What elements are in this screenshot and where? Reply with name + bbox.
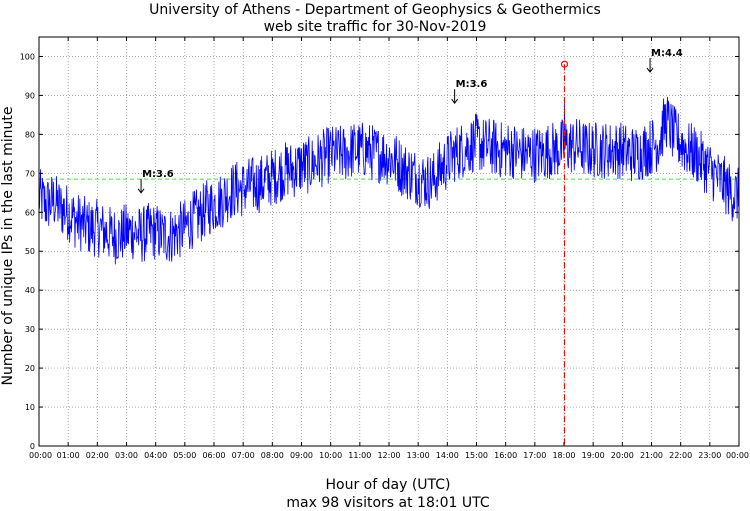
x-tick-label: 06:00 [202, 451, 225, 460]
x-tick-label: 00:00 [726, 451, 749, 460]
x-tick-label: 03:00 [115, 451, 138, 460]
x-tick-label: 14:00 [436, 451, 459, 460]
x-tick-label: 13:00 [407, 451, 430, 460]
x-tick-label: 04:00 [144, 451, 167, 460]
annotation-arrow-head [451, 98, 459, 105]
x-tick-label: 09:00 [290, 451, 313, 460]
y-tick-label: 50 [25, 247, 35, 256]
y-ticks: 0 10 20 30 40 50 60 70 80 90 100 [20, 52, 739, 451]
x-tick-label: 21:00 [640, 451, 663, 460]
chart-title-line-1: University of Athens - Department of Geo… [149, 2, 601, 18]
x-tick-label: 19:00 [582, 451, 605, 460]
annotation-label: M:4.4 [651, 48, 683, 59]
x-tick-label: 16:00 [494, 451, 517, 460]
x-tick-label: 11:00 [348, 451, 371, 460]
traffic-series-line [38, 96, 740, 265]
x-tick-label: 05:00 [173, 451, 196, 460]
x-tick-label: 20:00 [611, 451, 634, 460]
chart-subtitle: max 98 visitors at 18:01 UTC [286, 495, 489, 511]
x-tick-label: 17:00 [523, 451, 546, 460]
x-tick-label: 15:00 [465, 451, 488, 460]
x-tick-label: 01:00 [57, 451, 80, 460]
y-tick-label: 60 [25, 208, 35, 217]
x-tick-label: 10:00 [319, 451, 342, 460]
annotation-arrow-head [137, 188, 145, 194]
x-tick-label: 23:00 [698, 451, 721, 460]
y-tick-label: 10 [25, 403, 35, 412]
x-tick-label: 08:00 [261, 451, 284, 460]
annotation-label: M:3.6 [142, 169, 174, 180]
y-tick-label: 90 [25, 91, 35, 100]
y-tick-label: 80 [25, 130, 35, 139]
x-tick-label: 22:00 [669, 451, 692, 460]
annotation-arrow-head [646, 67, 654, 73]
y-tick-label: 0 [30, 442, 35, 451]
annotations: M:3.6 M:3.6 M:4.4 [137, 48, 683, 194]
annotation-label: M:3.6 [456, 79, 488, 90]
y-tick-label: 20 [25, 364, 35, 373]
chart-title-line-2: web site traffic for 30-Nov-2019 [264, 19, 487, 35]
x-tick-label: 07:00 [232, 451, 255, 460]
peak-marker-dot [560, 60, 569, 68]
y-tick-label: 30 [25, 325, 35, 334]
x-axis-label: Hour of day (UTC) [326, 477, 451, 493]
x-tick-label: 12:00 [377, 451, 400, 460]
x-tick-label: 18:00 [552, 451, 575, 460]
y-tick-label: 100 [20, 52, 35, 61]
x-tick-label: 02:00 [86, 451, 109, 460]
y-tick-label: 70 [25, 169, 35, 178]
x-tick-label: 00:00 [29, 451, 52, 460]
y-tick-label: 40 [25, 286, 35, 295]
x-ticks: 00:00 01:00 02:00 03:00 04:00 05:00 06:00 07:00… [29, 37, 749, 460]
y-axis-label: Number of unique IPs in the last minute [0, 107, 16, 386]
